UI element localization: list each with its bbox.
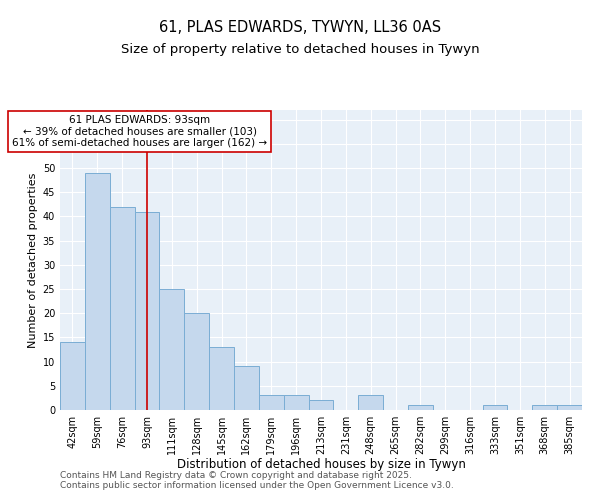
Text: Contains HM Land Registry data © Crown copyright and database right 2025.
Contai: Contains HM Land Registry data © Crown c…	[60, 470, 454, 490]
Bar	[234, 366, 259, 410]
Bar	[358, 396, 383, 410]
Bar	[134, 212, 160, 410]
Bar	[482, 405, 508, 410]
Text: Size of property relative to detached houses in Tywyn: Size of property relative to detached ho…	[121, 42, 479, 56]
Bar	[308, 400, 334, 410]
Text: 61, PLAS EDWARDS, TYWYN, LL36 0AS: 61, PLAS EDWARDS, TYWYN, LL36 0AS	[159, 20, 441, 35]
Bar	[408, 405, 433, 410]
Bar	[209, 347, 234, 410]
Bar	[284, 396, 308, 410]
Bar	[110, 207, 134, 410]
Bar	[532, 405, 557, 410]
Text: 61 PLAS EDWARDS: 93sqm
← 39% of detached houses are smaller (103)
61% of semi-de: 61 PLAS EDWARDS: 93sqm ← 39% of detached…	[12, 115, 267, 148]
Bar	[184, 313, 209, 410]
Bar	[160, 289, 184, 410]
Bar	[60, 342, 85, 410]
Bar	[85, 173, 110, 410]
Bar	[557, 405, 582, 410]
Bar	[259, 396, 284, 410]
X-axis label: Distribution of detached houses by size in Tywyn: Distribution of detached houses by size …	[176, 458, 466, 471]
Y-axis label: Number of detached properties: Number of detached properties	[28, 172, 38, 348]
